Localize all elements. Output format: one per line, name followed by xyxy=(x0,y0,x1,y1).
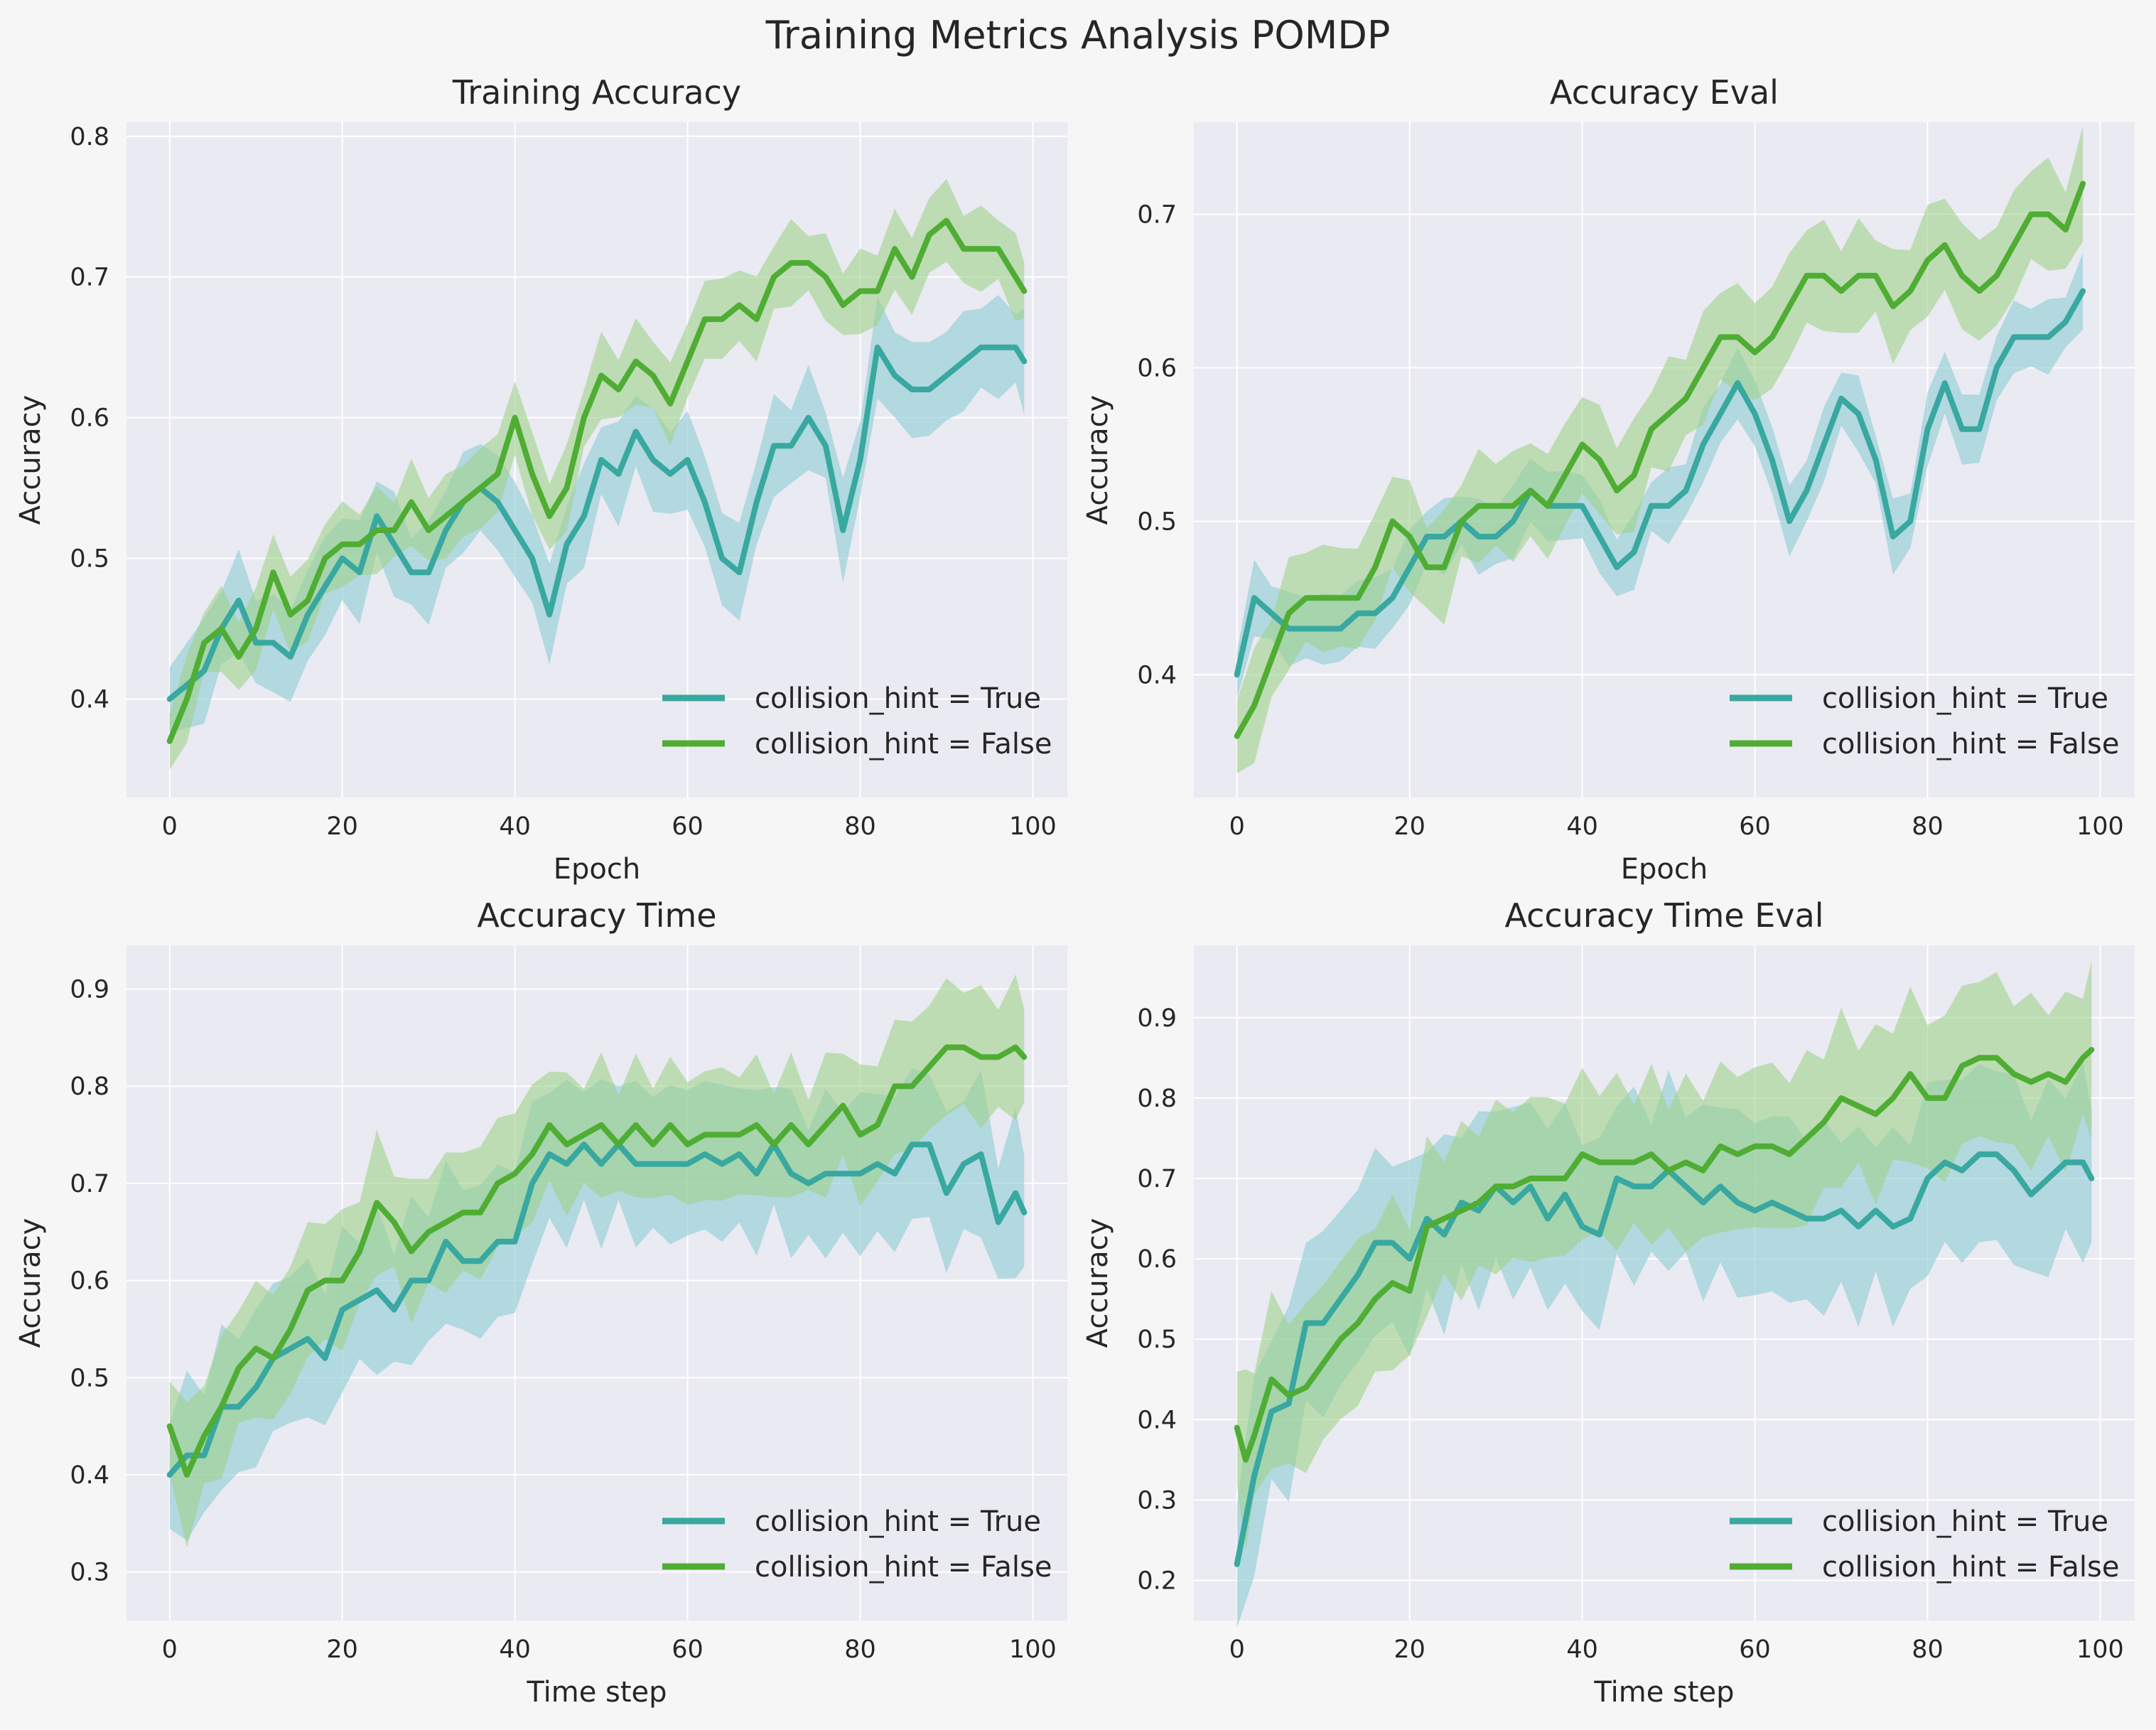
y-tick-label: 0.3 xyxy=(70,1559,109,1587)
x-tick-label: 0 xyxy=(162,1635,178,1664)
x-tick-label: 60 xyxy=(1739,812,1771,841)
panel-title: Accuracy Time Eval xyxy=(1504,896,1823,935)
y-axis-label: Accuracy xyxy=(14,1218,47,1348)
y-tick-label: 0.9 xyxy=(1137,1004,1177,1033)
confidence-band-collision-hint-false xyxy=(169,974,1025,1548)
x-tick-label: 0 xyxy=(162,812,178,841)
y-tick-label: 0.5 xyxy=(1137,1326,1177,1354)
x-tick-label: 0 xyxy=(1229,1635,1245,1664)
legend: collision_hint = True collision_hint = Fa… xyxy=(662,682,1052,761)
figure-title: Training Metrics Analysis POMDP xyxy=(765,13,1391,58)
series-line-collision-hint-false xyxy=(166,1044,1028,1478)
legend-label: collision_hint = False xyxy=(1822,728,2119,761)
x-tick-label: 80 xyxy=(844,1635,876,1664)
x-tick-label: 100 xyxy=(1009,1635,1057,1664)
y-tick-label: 0.6 xyxy=(1137,1245,1177,1274)
legend-label: collision_hint = True xyxy=(755,682,1041,715)
y-tick-label: 0.4 xyxy=(1137,661,1177,689)
x-tick-label: 20 xyxy=(1394,812,1425,841)
legend: collision_hint = True collision_hint = Fa… xyxy=(662,1505,1052,1584)
legend: collision_hint = True collision_hint = Fa… xyxy=(1730,682,2119,761)
panel-title: Training Accuracy xyxy=(452,73,741,112)
x-tick-label: 40 xyxy=(1566,812,1598,841)
y-tick-label: 0.8 xyxy=(70,1073,109,1101)
y-tick-label: 0.7 xyxy=(1137,1165,1177,1193)
x-tick-label: 80 xyxy=(1912,1635,1944,1664)
y-tick-label: 0.4 xyxy=(70,685,109,714)
legend-label: collision_hint = True xyxy=(1822,1505,2108,1538)
confidence-band-collision-hint-false xyxy=(169,178,1025,770)
x-tick-label: 60 xyxy=(672,1635,704,1664)
x-axis-label: Epoch xyxy=(554,853,640,886)
x-tick-label: 80 xyxy=(1912,812,1944,841)
x-tick-label: 40 xyxy=(499,1635,531,1664)
x-tick-label: 20 xyxy=(1394,1635,1425,1664)
x-tick-label: 100 xyxy=(1009,812,1057,841)
x-tick-label: 60 xyxy=(1739,1635,1771,1664)
series-line-collision-hint-true xyxy=(166,344,1028,702)
confidence-band-collision-hint-false xyxy=(1236,960,2092,1550)
series-line-collision-hint-true xyxy=(1234,288,2086,678)
legend-label: collision_hint = False xyxy=(1822,1551,2119,1584)
plot-accuracy-time-eval: 0 20 40 60 80 100 0.2 0.3 0.4 0.5 0.6 0.7 0.8 0.9 Accu… xyxy=(1082,896,2135,1709)
y-axis-label: Accuracy xyxy=(14,395,47,525)
x-axis-label: Epoch xyxy=(1621,853,1708,886)
y-tick-label: 0.4 xyxy=(1137,1406,1177,1434)
panel-title: Accuracy Time xyxy=(477,896,716,935)
legend-label: collision_hint = False xyxy=(755,728,1052,761)
x-tick-label: 80 xyxy=(844,812,876,841)
series-line-collision-hint-true xyxy=(166,1141,1028,1478)
x-tick-label: 100 xyxy=(2076,812,2124,841)
y-tick-label: 0.8 xyxy=(70,123,109,151)
x-axis-label: Time step xyxy=(1593,1676,1734,1709)
legend-label: collision_hint = True xyxy=(755,1505,1041,1538)
y-tick-label: 0.7 xyxy=(70,1170,109,1198)
series-line-collision-hint-false xyxy=(166,217,1028,744)
confidence-band-collision-hint-true xyxy=(1236,252,2084,699)
plot-training-accuracy: 0 20 40 60 80 100 0.4 0.5 0.6 0.7 0.8 Training Accu… xyxy=(14,73,1067,886)
series-line-collision-hint-false xyxy=(1234,1047,2095,1463)
legend-label: collision_hint = False xyxy=(755,1551,1052,1584)
y-tick-label: 0.5 xyxy=(70,545,109,574)
y-tick-label: 0.6 xyxy=(70,1267,109,1296)
y-tick-label: 0.6 xyxy=(1137,354,1177,382)
y-axis-label: Accuracy xyxy=(1082,395,1114,525)
x-tick-label: 60 xyxy=(672,812,704,841)
x-tick-label: 20 xyxy=(326,1635,358,1664)
panel-title: Accuracy Eval xyxy=(1550,73,1779,112)
confidence-band-collision-hint-true xyxy=(169,295,1025,733)
x-tick-label: 0 xyxy=(1229,812,1245,841)
legend: collision_hint = True collision_hint = Fa… xyxy=(1730,1505,2119,1584)
x-tick-label: 40 xyxy=(1566,1635,1598,1664)
x-tick-label: 100 xyxy=(2076,1635,2124,1664)
y-tick-label: 0.7 xyxy=(1137,201,1177,230)
y-tick-label: 0.5 xyxy=(1137,507,1177,536)
y-tick-label: 0.8 xyxy=(1137,1085,1177,1113)
series-line-collision-hint-false xyxy=(1234,181,2086,739)
plot-accuracy-eval: 0 20 40 60 80 100 0.4 0.5 0.6 0.7 Accuracy Eval Epo… xyxy=(1082,73,2135,886)
y-tick-label: 0.3 xyxy=(1137,1486,1177,1515)
x-tick-label: 20 xyxy=(326,812,358,841)
y-tick-label: 0.9 xyxy=(70,976,109,1004)
x-axis-label: Time step xyxy=(526,1676,667,1709)
plot-accuracy-time: 0 20 40 60 80 100 0.3 0.4 0.5 0.6 0.7 0.8 0.9 Accurac… xyxy=(14,896,1067,1709)
y-tick-label: 0.2 xyxy=(1137,1567,1177,1595)
y-tick-label: 0.6 xyxy=(70,404,109,433)
legend-label: collision_hint = True xyxy=(1822,682,2108,715)
x-tick-label: 40 xyxy=(499,812,531,841)
y-axis-label: Accuracy xyxy=(1082,1218,1114,1348)
y-tick-label: 0.4 xyxy=(70,1461,109,1490)
confidence-band-collision-hint-false xyxy=(1236,126,2084,774)
y-tick-label: 0.7 xyxy=(70,264,109,292)
y-tick-label: 0.5 xyxy=(70,1364,109,1392)
